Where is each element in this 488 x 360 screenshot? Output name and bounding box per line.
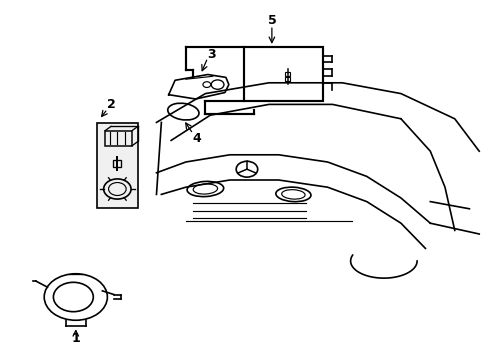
Bar (96, 123, 138, 208)
Text: 5: 5 (267, 14, 276, 27)
Bar (284, 72, 290, 76)
Bar (284, 77, 290, 81)
Bar (244, 47, 322, 101)
Bar (113, 160, 121, 167)
Text: 4: 4 (192, 132, 201, 145)
Bar (105, 131, 132, 146)
Text: 3: 3 (206, 48, 215, 60)
Text: 2: 2 (107, 98, 116, 111)
Text: 1: 1 (71, 332, 80, 345)
